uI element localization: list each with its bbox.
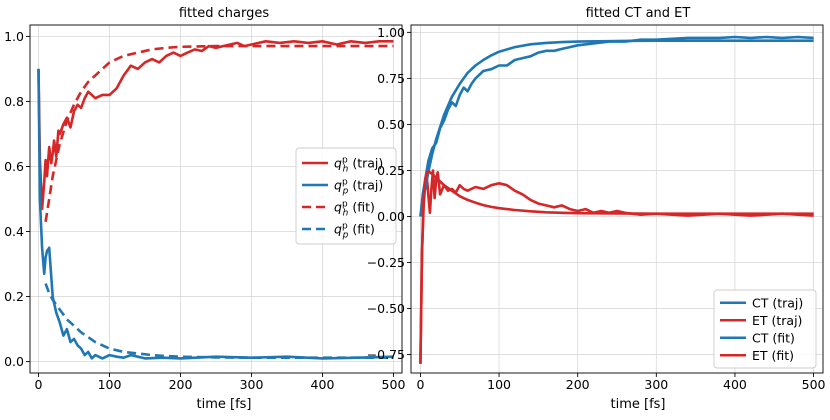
- y-tick-label: 1.00: [377, 25, 405, 40]
- series-line-0: [37, 40, 394, 211]
- ct-et-panel: fitted CT and ET time [fs] 0 100 200 300 400…: [367, 6, 826, 412]
- legend-label: CT (traj): [752, 295, 803, 310]
- series-line-2: [419, 39, 814, 217]
- legend-label: ET (traj): [752, 313, 802, 328]
- axes-frame: [29, 24, 403, 374]
- charges-panel: fitted charges time [fs] 0 100 200 300 400 50…: [4, 6, 405, 412]
- x-tick-label: 300: [644, 377, 668, 392]
- series-line-1: [37, 68, 394, 360]
- legend-label: qp h (fit): [334, 200, 375, 219]
- x-tick-label: 200: [169, 377, 193, 392]
- y-tick-label: 1.0: [4, 29, 24, 44]
- legend-label: qp p (traj): [334, 178, 383, 197]
- x-tick-label: 400: [723, 377, 747, 392]
- y-tick-label: 0.25: [377, 163, 405, 178]
- legend-label: qp h (traj): [334, 156, 383, 175]
- y-tick-label: 0.0: [4, 354, 24, 369]
- x-tick-label: 500: [382, 377, 406, 392]
- x-tick-label: 0: [35, 377, 43, 392]
- axes-frame: [410, 24, 824, 374]
- legend-label: qp p (fit): [334, 222, 375, 241]
- x-tick-label: 0: [416, 377, 424, 392]
- y-tick-label: 0.4: [4, 224, 24, 239]
- series-line-3: [419, 170, 814, 364]
- y-tick-label: 0.6: [4, 159, 24, 174]
- x-axis-label: time [fs]: [611, 397, 666, 412]
- x-axis-label: time [fs]: [197, 397, 252, 412]
- legend-box: [713, 289, 817, 369]
- series-line-2: [44, 44, 394, 223]
- y-tick-label: −0.50: [367, 301, 405, 316]
- chart-title: fitted CT and ET: [586, 6, 691, 21]
- legend-box: [295, 147, 397, 245]
- y-tick-label: −0.75: [367, 347, 405, 362]
- y-tick-label: 0.8: [4, 94, 24, 109]
- legend-label: ET (fit): [752, 348, 794, 363]
- series-line-1: [419, 169, 814, 364]
- x-tick-label: 100: [98, 377, 122, 392]
- y-tick-label: 0.75: [377, 71, 405, 86]
- x-tick-label: 500: [802, 377, 826, 392]
- y-tick-label: −0.25: [367, 255, 405, 270]
- y-tick-label: 0.00: [377, 209, 405, 224]
- y-tick-label: 0.2: [4, 289, 24, 304]
- legend-label: CT (fit): [752, 330, 795, 345]
- chart-title: fitted charges: [179, 6, 269, 21]
- y-tick-label: 0.50: [377, 117, 405, 132]
- x-tick-label: 100: [487, 377, 511, 392]
- x-tick-label: 200: [566, 377, 590, 392]
- x-tick-label: 300: [240, 377, 264, 392]
- series-line-3: [44, 283, 394, 359]
- series-line-0: [419, 35, 814, 217]
- x-tick-label: 400: [311, 377, 335, 392]
